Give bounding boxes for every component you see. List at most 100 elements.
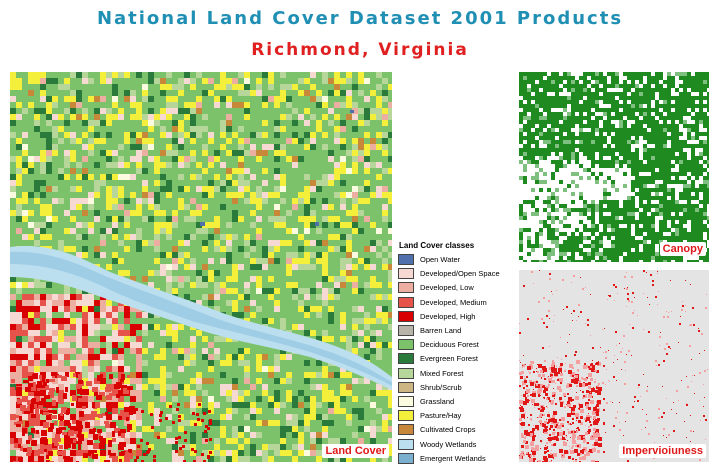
canopy-cell (627, 212, 631, 216)
land-cover-cell (106, 336, 112, 342)
canopy-cell (551, 188, 555, 192)
canopy-cell (603, 240, 607, 244)
canopy-cell (619, 196, 623, 200)
land-cover-cell (64, 162, 70, 168)
land-cover-cell (316, 228, 322, 234)
land-cover-cell (94, 192, 100, 198)
land-cover-cell (274, 192, 280, 198)
imperv-cell (551, 421, 552, 422)
land-cover-cell (346, 222, 352, 228)
imperv-cell (579, 404, 583, 408)
canopy-cell (619, 100, 623, 104)
canopy-cell (595, 112, 599, 116)
canopy-cell (687, 184, 691, 188)
canopy-cell (643, 104, 647, 108)
imperv-cell (570, 374, 571, 375)
land-cover-cell (382, 294, 388, 300)
imperv-cell (585, 323, 586, 324)
land-cover-cell (64, 342, 70, 348)
imperv-cell (528, 454, 531, 457)
land-cover-cell (58, 246, 64, 252)
land-cover-cell (82, 336, 88, 342)
urban-patch (40, 410, 43, 414)
land-cover-cell (40, 324, 46, 330)
urban-patch (57, 451, 63, 455)
land-cover-cell (274, 396, 280, 402)
land-cover-cell (106, 264, 112, 270)
canopy-cell (607, 168, 611, 172)
land-cover-cell (160, 222, 166, 228)
land-cover-cell (304, 78, 310, 84)
canopy-cell (559, 216, 563, 220)
land-cover-cell (214, 282, 220, 288)
land-cover-cell (256, 258, 262, 264)
canopy-cell (551, 212, 555, 216)
legend-item: Evergreen Forest (398, 353, 518, 365)
imperv-cell (561, 372, 562, 373)
land-cover-cell (286, 102, 292, 108)
canopy-cell (667, 144, 671, 148)
canopy-cell (707, 224, 709, 228)
land-cover-cell (70, 150, 76, 156)
land-cover-cell (166, 384, 172, 390)
land-cover-cell (64, 132, 70, 138)
imperv-cell (560, 404, 563, 407)
land-cover-cell (160, 252, 166, 258)
land-cover-cell (46, 330, 52, 336)
imperv-cell (619, 429, 621, 431)
canopy-cell (563, 112, 567, 116)
canopy-cell (595, 152, 599, 156)
land-cover-cell (100, 228, 106, 234)
land-cover-cell (16, 366, 22, 372)
land-cover-cell (202, 150, 208, 156)
canopy-cell (563, 176, 567, 180)
imperv-cell (543, 322, 545, 324)
land-cover-cell (226, 390, 232, 396)
imperv-cell (627, 460, 629, 462)
land-cover-cell (82, 120, 88, 126)
imperv-cell (562, 279, 564, 281)
land-cover-cell (52, 294, 58, 300)
imperv-cell (533, 389, 534, 390)
land-cover-cell (76, 72, 82, 78)
canopy-cell (527, 256, 531, 260)
land-cover-cell (340, 390, 346, 396)
imperv-cell (565, 355, 567, 357)
imperv-cell (676, 413, 677, 414)
canopy-cell (695, 184, 699, 188)
land-cover-cell (112, 318, 118, 324)
urban-patch (43, 382, 47, 386)
land-cover-cell (118, 324, 124, 330)
land-cover-cell (376, 114, 382, 120)
land-cover-cell (130, 444, 136, 450)
land-cover-cell (52, 150, 58, 156)
land-cover-cell (370, 390, 376, 396)
land-cover-cell (256, 432, 262, 438)
canopy-cell (595, 256, 599, 260)
land-cover-cell (214, 450, 220, 456)
land-cover-cell (298, 264, 304, 270)
land-cover-cell (22, 414, 28, 420)
land-cover-cell (196, 126, 202, 132)
land-cover-cell (52, 456, 58, 462)
land-cover-cell (298, 234, 304, 240)
canopy-cell (559, 228, 563, 232)
canopy-cell (675, 200, 679, 204)
urban-patch (68, 430, 74, 436)
land-cover-cell (382, 144, 388, 150)
land-cover-cell (28, 234, 34, 240)
canopy-cell (531, 172, 535, 176)
land-cover-cell (70, 426, 76, 432)
land-cover-cell (94, 318, 100, 324)
canopy-cell (563, 196, 567, 200)
land-cover-cell (136, 324, 142, 330)
urban-patch (40, 457, 44, 460)
land-cover-cell (262, 390, 268, 396)
land-cover-cell (94, 300, 100, 306)
imperv-cell (540, 395, 541, 396)
land-cover-cell (232, 306, 238, 312)
land-cover-cell (256, 192, 262, 198)
land-cover-cell (142, 90, 148, 96)
land-cover-cell (148, 402, 154, 408)
land-cover-cell (238, 180, 244, 186)
